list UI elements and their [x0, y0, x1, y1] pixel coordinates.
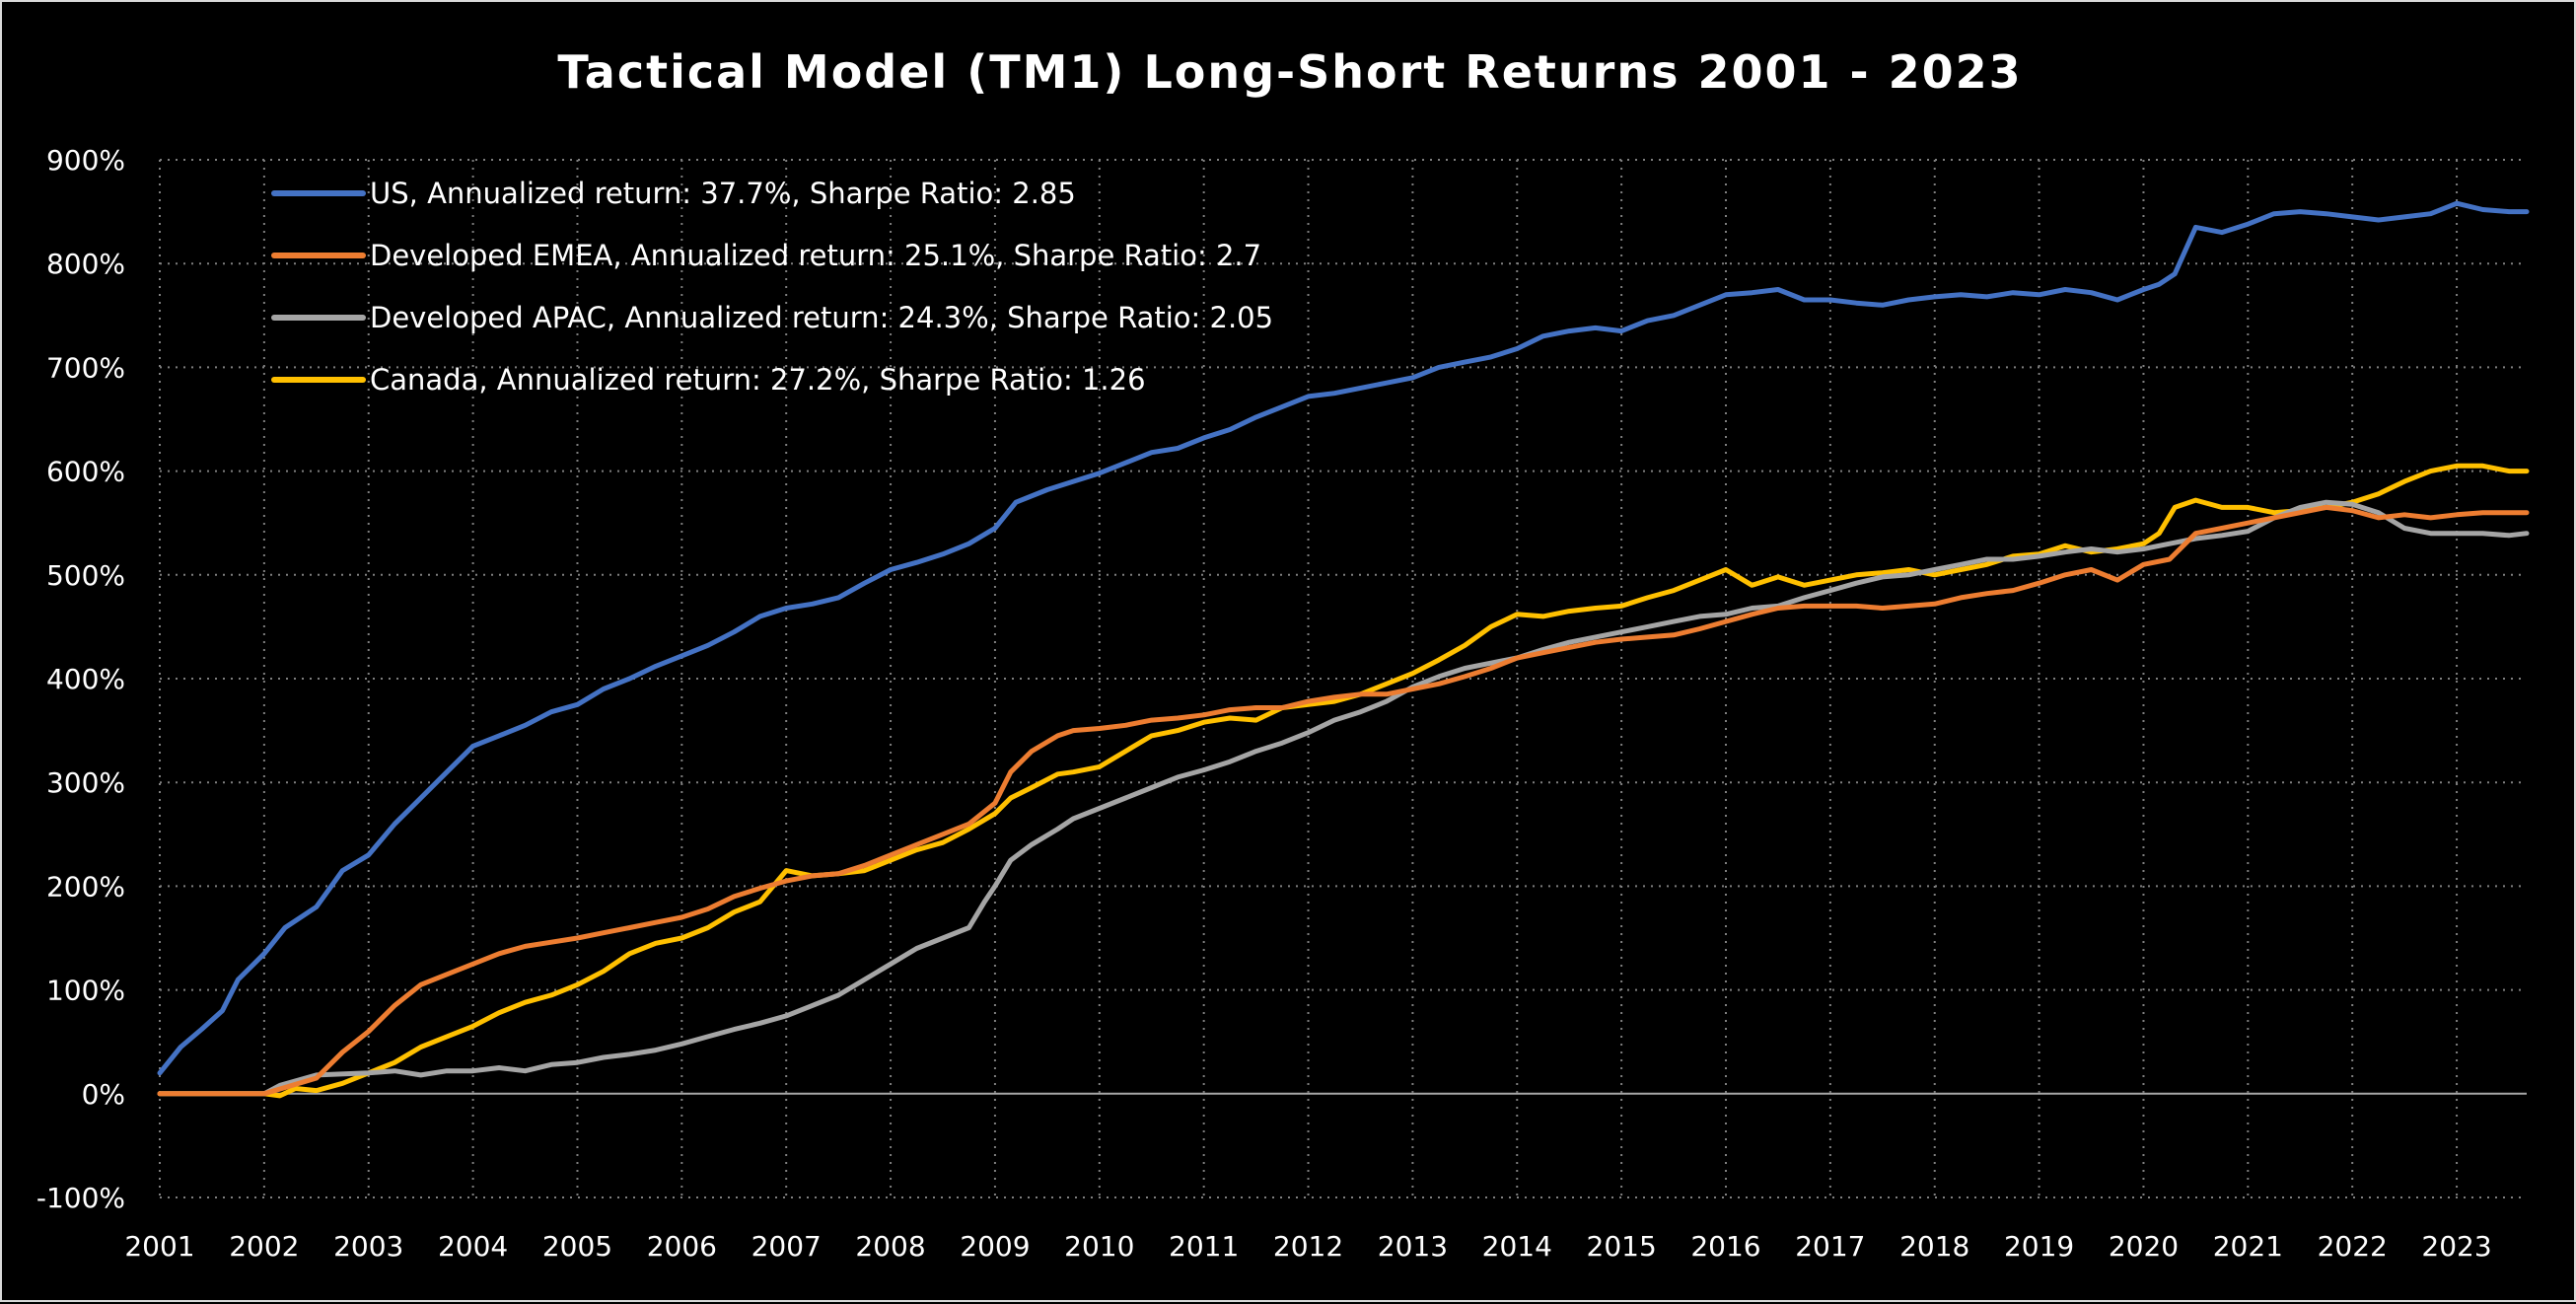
y-tick-label: 300%: [46, 766, 125, 799]
y-tick-label: 700%: [46, 351, 125, 384]
chart-title: Tactical Model (TM1) Long-Short Returns …: [557, 45, 2022, 99]
x-tick-label: 2001: [124, 1230, 194, 1263]
legend-entry-1: Developed EMEA, Annualized return: 25.1%…: [271, 239, 1261, 272]
x-tick-label: 2014: [1482, 1230, 1552, 1263]
x-tick-label: 2011: [1169, 1230, 1239, 1263]
x-tick-label: 2019: [2004, 1230, 2074, 1263]
x-tick-label: 2007: [751, 1230, 822, 1263]
x-tick-label: 2008: [855, 1230, 925, 1263]
x-tick-label: 2021: [2213, 1230, 2283, 1263]
legend-entry-0: US, Annualized return: 37.7%, Sharpe Rat…: [271, 177, 1076, 210]
x-tick-label: 2002: [229, 1230, 299, 1263]
series-line-2: [157, 499, 2530, 1097]
x-tick-label: 2010: [1064, 1230, 1134, 1263]
series-line-1: [157, 504, 2530, 1097]
y-tick-label: 800%: [46, 248, 125, 280]
x-tick-label: 2016: [1690, 1230, 1760, 1263]
x-tick-label: 2012: [1273, 1230, 1343, 1263]
x-tick-label: 2020: [2109, 1230, 2179, 1263]
y-tick-label: 500%: [46, 559, 125, 592]
y-tick-label: 900%: [46, 144, 125, 177]
legend-label: Developed EMEA, Annualized return: 25.1%…: [370, 239, 1261, 272]
legend-label: Canada, Annualized return: 27.2%, Sharpe…: [370, 363, 1146, 397]
series-line-3: [157, 463, 2530, 1099]
x-tick-label: 2005: [542, 1230, 612, 1263]
x-tick-label: 2018: [1899, 1230, 1969, 1263]
x-tick-label: 2015: [1587, 1230, 1657, 1263]
y-tick-label: 400%: [46, 663, 125, 695]
y-tick-label: 600%: [46, 456, 125, 488]
y-tick-label: 200%: [46, 870, 125, 903]
x-tick-label: 2003: [333, 1230, 403, 1263]
legend-entry-2: Developed APAC, Annualized return: 24.3%…: [271, 301, 1273, 334]
x-tick-label: 2004: [438, 1230, 508, 1263]
tick-layer: -100% 0% 100% 200% 300% 400% 500% 600% 700% 800% 9…: [36, 144, 2492, 1263]
y-tick-label: 100%: [46, 975, 125, 1007]
y-tick-label: 0%: [82, 1078, 125, 1111]
x-tick-label: 2013: [1378, 1230, 1448, 1263]
series-line-0: [157, 200, 2530, 1076]
legend-entry-3: Canada, Annualized return: 27.2%, Sharpe…: [271, 363, 1146, 397]
series-layer: [157, 200, 2530, 1099]
x-tick-label: 2023: [2421, 1230, 2491, 1263]
x-tick-label: 2006: [647, 1230, 717, 1263]
x-tick-label: 2017: [1795, 1230, 1865, 1263]
x-tick-label: 2009: [960, 1230, 1030, 1263]
legend-label: Developed APAC, Annualized return: 24.3%…: [370, 301, 1273, 334]
y-tick-label: -100%: [36, 1182, 125, 1214]
legend-label: US, Annualized return: 37.7%, Sharpe Rat…: [370, 177, 1076, 210]
legend: US, Annualized return: 37.7%, Sharpe Rat…: [271, 177, 1273, 397]
x-tick-label: 2022: [2318, 1230, 2388, 1263]
grid-layer: [159, 159, 2527, 1198]
